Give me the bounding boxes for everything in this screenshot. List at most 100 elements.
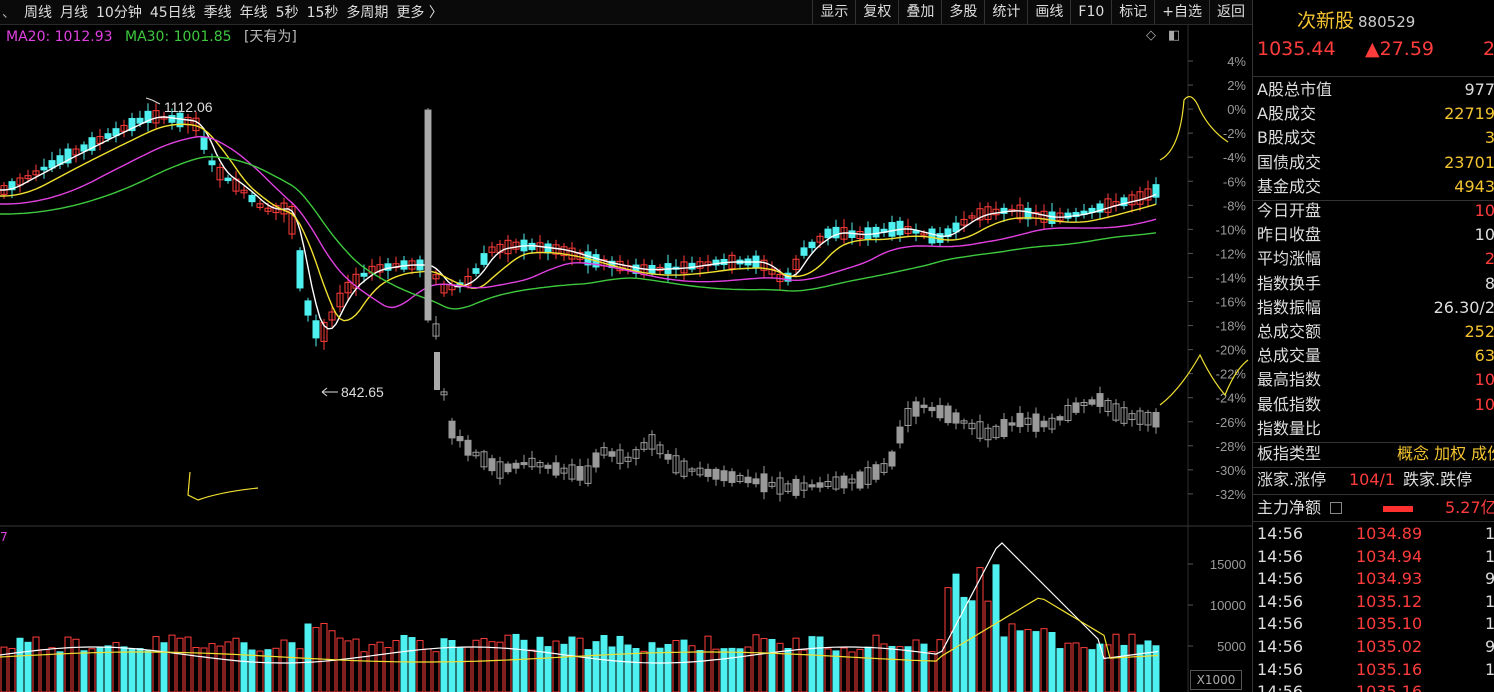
tool-button[interactable]: 返回 [1209,0,1252,24]
tool-button[interactable]: 显示 [812,0,855,24]
overlay-candle [600,447,608,456]
volume-axis-label: 15000 [1210,557,1246,572]
overlay-candle [440,391,448,396]
stat-row: A股成交 22719 [1253,102,1494,126]
volume-bar [640,650,648,692]
tool-button[interactable]: 多股 [941,0,984,24]
kline-chart-area[interactable]: 4% 2% 0% -2% -4% -6% -8% -10% -12% -14% -16% -18% -2… [0,0,1252,692]
tool-button[interactable]: F10 [1070,0,1111,24]
volume-bar [400,634,408,692]
volume-bar [784,648,792,692]
price-candle [32,170,40,176]
volume-bar [736,648,744,692]
volume-bar [824,648,832,692]
period-tab[interactable]: 10分钟 [96,5,142,21]
list-icon[interactable] [1330,502,1342,514]
price-candle [792,258,800,271]
overlay-candle [1120,407,1128,424]
overlay-candle [720,470,728,482]
tool-button[interactable]: 统计 [984,0,1027,24]
price-candle [304,300,312,316]
overlay-candle [576,465,584,481]
period-tab[interactable]: 周线 [24,5,52,21]
price-candle [896,220,904,236]
period-tab[interactable]: 年线 [239,5,268,21]
volume-bar [144,650,152,692]
stat-value: 23701 [1444,152,1494,172]
price-candle [16,177,24,186]
stat-row: 最低指数 10 [1253,393,1494,417]
period-tab[interactable]: 5秒 [275,5,299,21]
stat-label: 指数振幅 [1257,297,1322,317]
price-candle [240,189,248,194]
overlay-candle [544,464,552,469]
price-candle [328,311,336,321]
volume-bar [952,573,960,692]
diamond-icon[interactable]: ◇ [1146,28,1156,43]
period-tab[interactable]: 月线 [60,5,88,21]
index-type-value[interactable]: 概念 加权 成份 [1397,444,1494,463]
pct-axis-label: -14% [1216,270,1247,285]
panel-toggle-icon[interactable]: ◧ [1168,28,1181,43]
volume-bar [752,634,760,692]
advance-decline-row: 涨家.涨停 104/1 跌家.跌停 [1253,468,1494,492]
overlay-candle [640,442,648,450]
volume-bar [336,637,344,692]
tool-button[interactable]: 叠加 [898,0,941,24]
volume-bar [1072,642,1080,692]
period-tab[interactable]: 15秒 [306,5,339,21]
divider [1253,467,1494,468]
kline-chart[interactable]: 4% 2% 0% -2% -4% -6% -8% -10% -12% -14% -16% -18% -2… [0,0,1252,692]
tick-row: 14:56 1035.10 1 [1253,613,1494,635]
overlay-candle [520,462,528,466]
volume-bar [264,649,272,692]
overlay-candle [696,467,704,476]
stat-label: 最低指数 [1257,394,1322,414]
divider [1253,442,1494,443]
stat-row: 指数换手 8 [1253,272,1494,296]
tool-button[interactable]: +自选 [1154,0,1209,24]
period-tab[interactable]: 季线 [203,5,232,21]
price-candle [248,194,256,203]
tick-volume: 95 [1485,636,1494,658]
volume-bar [592,641,600,692]
pct-axis-label: -16% [1216,295,1247,310]
price-candle [312,320,320,339]
stat-label: A股总市值 [1257,80,1332,99]
advance-value: 104/1 [1349,470,1396,489]
stat-value: 63 [1474,346,1494,366]
volume-bar [424,648,432,692]
volume-bar [704,635,712,692]
tick-price: 1035.12 [1356,591,1423,611]
tool-button[interactable]: 标记 [1111,0,1154,24]
overlay-candle [1072,402,1080,413]
price-candle [104,133,112,139]
pct-axis-label: -10% [1216,222,1247,237]
stat-label: A股成交 [1257,104,1316,124]
price-candle [432,274,440,280]
volume-bar [1080,647,1088,692]
period-tab[interactable]: 多周期 [346,5,389,21]
stat-row: 总成交额 252 [1253,320,1494,344]
tool-button[interactable]: 画线 [1027,0,1070,24]
stat-value: 10 [1474,225,1494,245]
price-candle [760,259,768,271]
index-name: 次新股 [1297,10,1355,32]
volume-bar [352,638,360,692]
stat-row: 昨日收盘 10 [1253,223,1494,247]
stat-label: 最高指数 [1257,370,1322,390]
volume-bar [72,638,80,692]
stat-value: 3 [1484,128,1494,148]
main-net-flow-value: 5.27亿 [1445,498,1494,517]
overlay-candle [832,476,840,490]
period-tab[interactable]: 45日线 [149,5,196,21]
price-candle [872,226,880,238]
tick-time: 14:56 [1257,659,1304,679]
price-candle [208,160,216,166]
period-tab[interactable]: 更多 〉 [396,5,443,21]
overlay-stock-tag[interactable]: [天有为] [243,29,297,45]
tool-button[interactable]: 复权 [855,0,898,24]
price-candle [1024,207,1032,220]
volume-bar [976,567,984,692]
volume-bar [1032,631,1040,692]
